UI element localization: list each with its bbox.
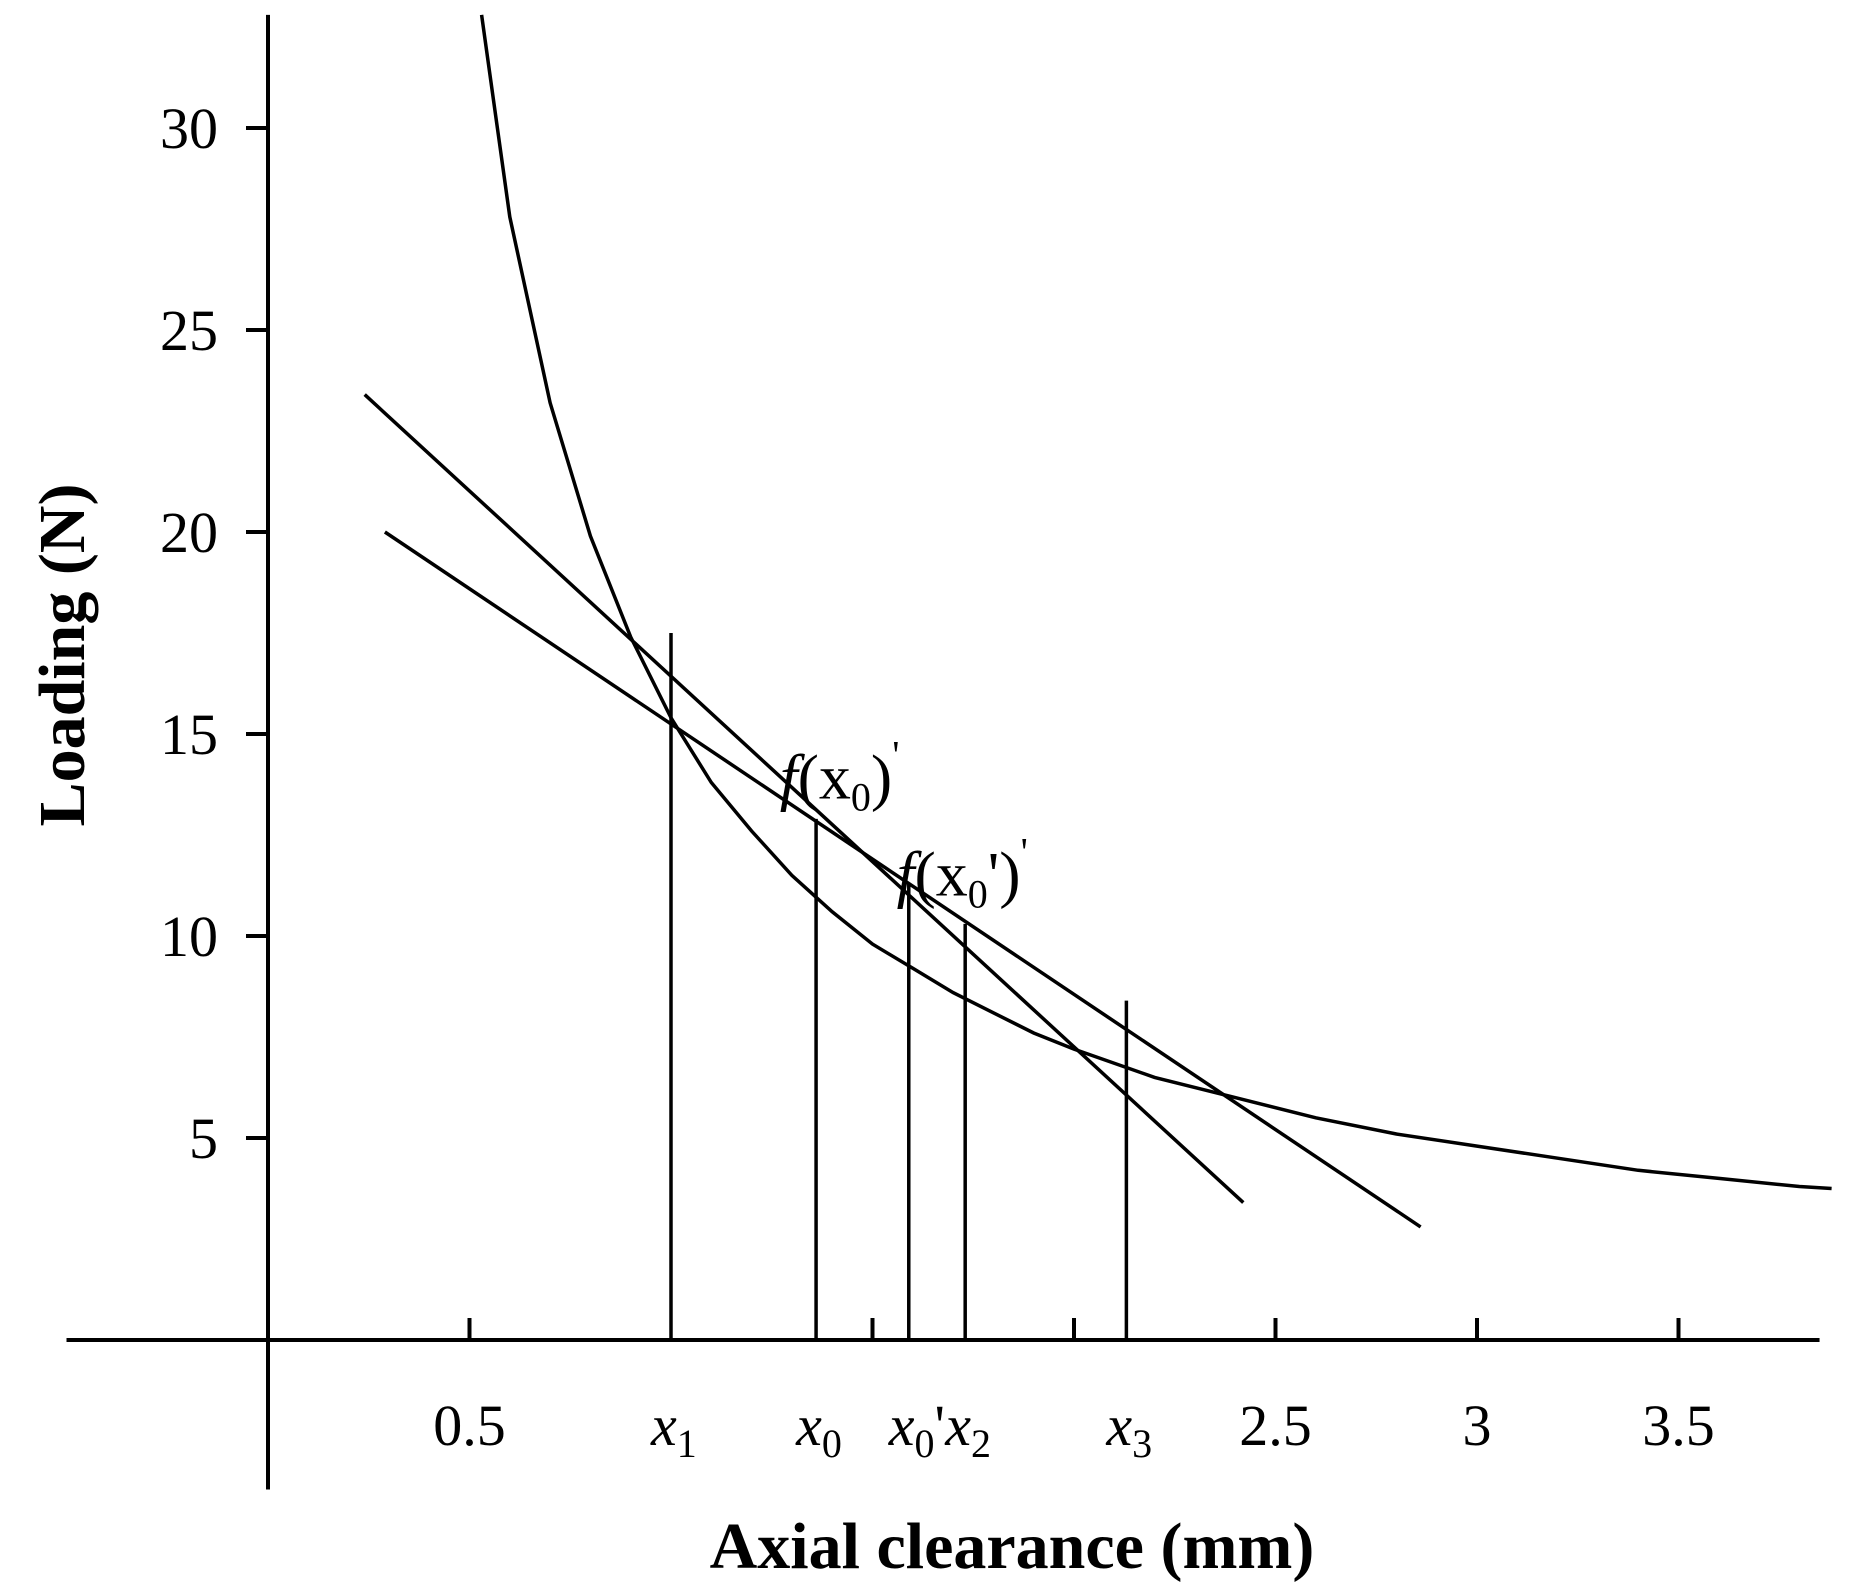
tangent-annotation-0: f(x0)' (780, 733, 900, 820)
x-tick-label: 3.5 (1642, 1393, 1715, 1458)
vertical-line-label: x0' (888, 1393, 945, 1466)
x-tick-labels: 0.5 2.5 3 3.5 (433, 1393, 1715, 1458)
vertical-line-labels: x1 x0 x0' x2 x3 (650, 1393, 1152, 1466)
tangent-line-1 (363, 393, 1245, 1204)
series (363, 14, 1832, 1229)
x-axis-title: Axial clearance (mm) (710, 1510, 1315, 1583)
x-tick-label: 0.5 (433, 1393, 506, 1458)
y-tick-label: 25 (160, 298, 218, 363)
y-tick-label: 10 (160, 904, 218, 969)
axes (66, 14, 1820, 1490)
y-tick-label: 30 (160, 96, 218, 161)
vertical-line-label: x2 (944, 1393, 991, 1466)
y-axis-title: Loading (N) (26, 484, 99, 827)
vertical-line-label: x3 (1105, 1393, 1152, 1466)
tangent-line-2 (383, 530, 1422, 1229)
vertical-lines (669, 633, 1129, 1340)
x-tick-label: 3 (1463, 1393, 1492, 1458)
vertical-line-label: x0 (795, 1393, 842, 1466)
y-tick-label: 5 (189, 1106, 218, 1171)
loading-curve (479, 14, 1832, 1191)
x-ticks (467, 1318, 1681, 1340)
tangent-annotation-1: f(x0')' (897, 830, 1028, 917)
y-ticks (246, 126, 268, 1140)
y-tick-label: 20 (160, 500, 218, 565)
vertical-line-label: x1 (650, 1393, 697, 1466)
x-tick-label: 2.5 (1239, 1393, 1312, 1458)
y-tick-label: 15 (160, 702, 218, 767)
annotations: f(x0)' f(x0')' (780, 733, 1028, 917)
y-tick-labels: 5 10 15 20 25 30 (160, 96, 218, 1171)
